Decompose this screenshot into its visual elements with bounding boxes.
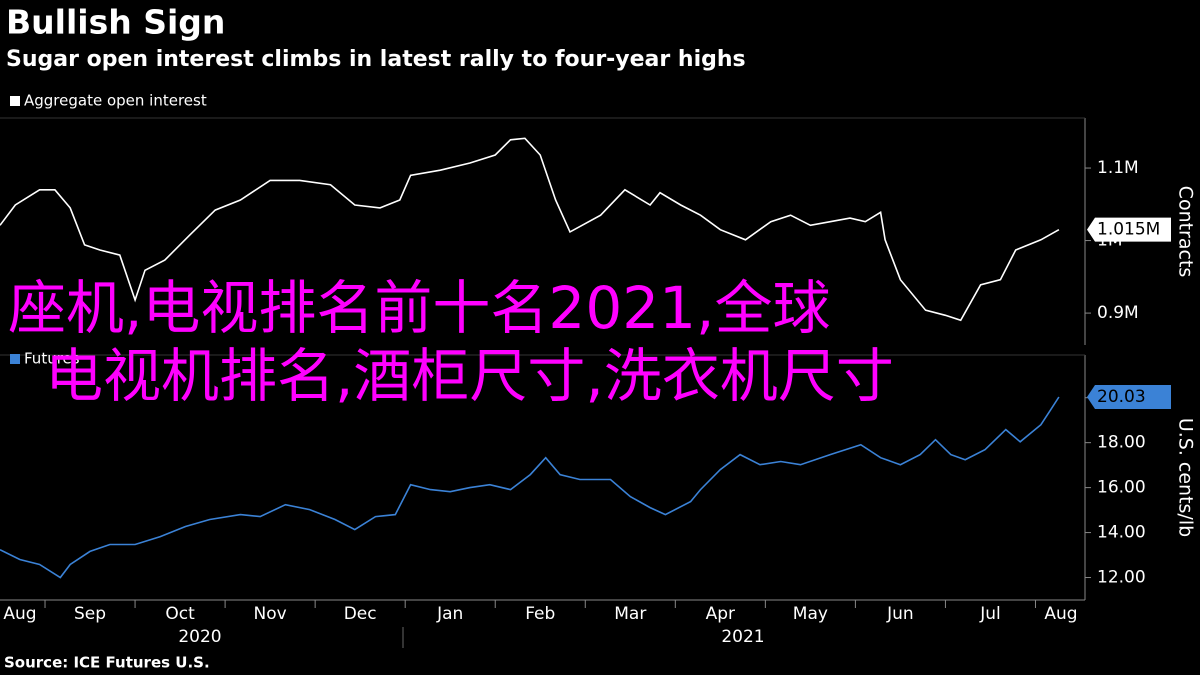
line [0,137,1060,322]
y-tick-label: 1.1M [1097,158,1139,178]
x-tick-label: Nov [254,604,287,624]
y-tick-label: 14.00 [1097,523,1146,543]
x-tick-label: Aug [1044,604,1077,624]
x-tick-label: Jul [979,604,1001,624]
x-tick-label: Oct [165,604,195,624]
y-tick-label: 12.00 [1097,568,1146,588]
legend-swatch [10,96,20,106]
axis-title: U.S. cents/lb [1175,418,1197,537]
last-value-box [1087,217,1171,242]
line [0,396,1060,579]
y-tick-label: 18.00 [1097,433,1146,453]
x-tick-label: Feb [525,604,555,624]
overlay-text: 座机,电视排名前十名2021,全球 [8,274,830,342]
x-tick-label: Jan [436,604,463,624]
legend-label: Aggregate open interest [24,92,207,110]
x-tick-label: May [793,604,828,624]
x-tick-label: Apr [706,604,735,624]
axis-title: Contracts [1175,186,1197,278]
y-tick-label: 0.9M [1097,303,1139,323]
chart-title: Bullish Sign [6,3,225,42]
x-tick-label: Dec [344,604,377,624]
chart-subtitle: Sugar open interest climbs in latest ral… [6,47,746,72]
x-tick-label: Sep [74,604,106,624]
x-tick-label: Aug [3,604,36,624]
last-value-label: 20.03 [1097,387,1146,407]
overlay-text: 电视机排名,酒柜尺寸,洗衣机尺寸 [45,342,894,410]
legend-label: Futures [24,350,80,368]
y-tick-label: 16.00 [1097,478,1146,498]
year-label: 2020 [178,627,221,647]
last-value-label: 1.015M [1097,220,1160,240]
legend-swatch [10,354,20,364]
x-tick-label: Jun [886,604,914,624]
last-value-box [1087,385,1171,410]
x-tick-label: Mar [614,604,646,624]
source: Source: ICE Futures U.S. [4,654,210,672]
year-label: 2021 [721,627,764,647]
